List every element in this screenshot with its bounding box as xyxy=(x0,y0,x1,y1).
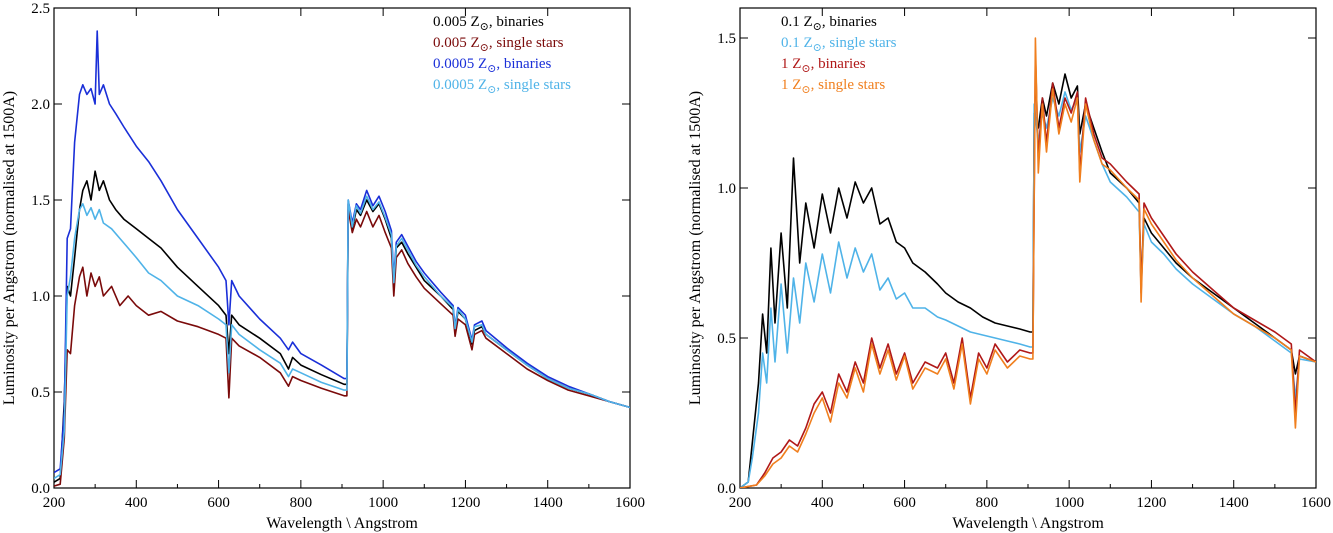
x-tick-label: 1400 xyxy=(1219,495,1249,511)
y-tick-label: 1.0 xyxy=(31,289,50,305)
series-line-0 xyxy=(740,73,1316,488)
y-tick-label: 1.5 xyxy=(717,31,736,47)
legend-entry-1: 0.005 Z⊙, single stars xyxy=(433,35,564,54)
series-line-2 xyxy=(54,30,630,474)
legend-entry-2: 0.0005 Z⊙, binaries xyxy=(433,56,552,75)
x-tick-label: 400 xyxy=(125,495,148,511)
x-tick-label: 800 xyxy=(976,495,999,511)
y-tick-label: 1.5 xyxy=(31,193,50,209)
x-tick-label: 800 xyxy=(290,495,313,511)
series-line-3 xyxy=(54,195,630,480)
left-panel-chart: 200 400 600 800 1000 1200 1400 1600 0.0 0.5 1.0 1.5… xyxy=(1,1,645,532)
series-line-0 xyxy=(54,170,630,483)
x-tick-label: 600 xyxy=(207,495,230,511)
series-line-2 xyxy=(740,52,1316,488)
x-tick-label: 600 xyxy=(893,495,916,511)
x-tick-label: 1000 xyxy=(1054,495,1084,511)
series-line-1 xyxy=(54,208,630,487)
y-tick-label: 0.5 xyxy=(31,385,50,401)
legend-entry-0: 0.005 Z⊙, binaries xyxy=(433,14,544,33)
x-tick-label: 1600 xyxy=(615,495,645,511)
legend-entry-0: 0.1 Z⊙, binaries xyxy=(781,14,877,33)
y-tick-label: 0.0 xyxy=(31,481,50,497)
legend-entry-3: 0.0005 Z⊙, single stars xyxy=(433,77,571,96)
y-tick-label: 0.5 xyxy=(717,331,736,347)
series-line-3 xyxy=(740,37,1316,488)
x-tick-label: 1200 xyxy=(1136,495,1166,511)
y-tick-label: 1.0 xyxy=(717,181,736,197)
y-tick-label: 2.0 xyxy=(31,97,50,113)
x-axis-title: Wavelength \ Angstrom xyxy=(952,515,1104,532)
right-panel-chart: 200 400 600 800 1000 1200 1400 1600 0.0 0.5 1.0 1.5… xyxy=(687,7,1331,532)
x-tick-label: 200 xyxy=(729,495,752,511)
y-tick-label: 2.5 xyxy=(31,1,50,17)
x-tick-label: 1000 xyxy=(368,495,398,511)
x-tick-label: 1600 xyxy=(1301,495,1331,511)
legend-entry-3: 1 Z⊙, single stars xyxy=(781,77,885,96)
x-tick-label: 1400 xyxy=(533,495,563,511)
y-axis-title: Luminosity per Angstrom (normalised at 1… xyxy=(687,91,704,405)
x-tick-label: 200 xyxy=(43,495,66,511)
x-tick-label: 1200 xyxy=(450,495,480,511)
y-tick-label: 0.0 xyxy=(717,481,736,497)
x-axis-title: Wavelength \ Angstrom xyxy=(266,515,418,532)
x-tick-label: 400 xyxy=(811,495,834,511)
series-line-1 xyxy=(740,91,1316,488)
legend-entry-1: 0.1 Z⊙, single stars xyxy=(781,35,897,54)
y-axis-title: Luminosity per Angstrom (normalised at 1… xyxy=(1,91,18,405)
legend-entry-2: 1 Z⊙, binaries xyxy=(781,56,866,75)
